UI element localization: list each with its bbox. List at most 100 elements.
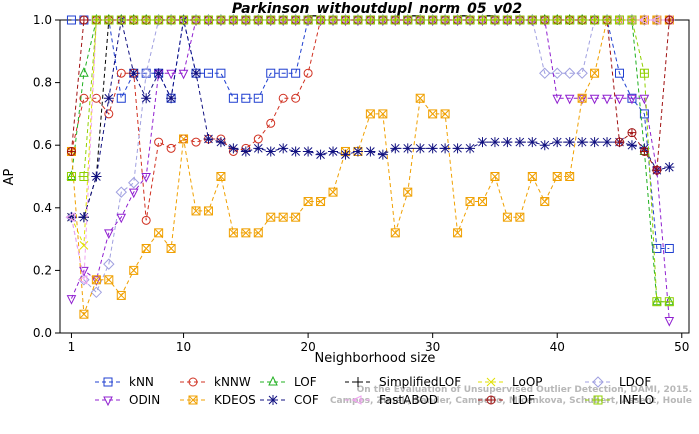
point-odin [577, 94, 587, 105]
point-cof [502, 137, 513, 148]
point-kdeos [79, 309, 89, 319]
point-inflo [291, 15, 301, 25]
x-tick-label: 40 [550, 340, 565, 354]
point-odin [589, 94, 600, 105]
point-knnw [278, 93, 288, 103]
series-line-loop [70, 19, 670, 246]
point-cof [240, 146, 251, 157]
marker-part [490, 172, 500, 181]
point-kdeos [415, 93, 425, 103]
point-cof [153, 68, 164, 79]
point-inflo [104, 15, 114, 25]
legend-label: SimplifiedLOF [379, 375, 461, 389]
legend-marker [188, 395, 198, 405]
marker-part [117, 16, 126, 24]
point-inflo [353, 15, 363, 25]
marker-part [253, 228, 263, 238]
marker-part [188, 395, 198, 405]
point-inflo [453, 15, 463, 25]
legend-item-ldof: LDOF [585, 375, 651, 389]
point-ldof [90, 286, 103, 299]
y-tick-label: 1.0 [33, 13, 52, 27]
marker-part [216, 172, 226, 181]
point-ldf [652, 165, 662, 175]
legend-label: LoOP [512, 375, 543, 389]
point-knn [266, 68, 276, 78]
point-cof [390, 143, 401, 154]
marker-part [328, 187, 338, 197]
point-ldof [128, 177, 140, 189]
marker-part [316, 197, 326, 207]
point-inflo [228, 15, 238, 25]
marker-part [378, 16, 387, 24]
marker-part [502, 212, 512, 222]
y-axis: 0.0 0.2 0.4 0.6 0.8 1.0 [33, 13, 60, 340]
point-cof [228, 143, 239, 154]
point-inflo [465, 15, 475, 25]
point-cof [552, 137, 563, 148]
point-kdeos [216, 172, 226, 181]
marker-part [403, 187, 413, 197]
point-knn [228, 93, 238, 103]
point-cof [265, 146, 276, 157]
point-inflo [664, 297, 674, 307]
point-loop [79, 241, 89, 250]
marker-part [67, 172, 76, 181]
marker-part [179, 134, 189, 144]
marker-part [465, 197, 475, 206]
marker-part [428, 109, 438, 119]
point-inflo [428, 15, 438, 25]
series-line-cof [71, 19, 670, 218]
point-kdeos [191, 206, 201, 216]
marker-part [92, 275, 101, 285]
marker-part [253, 228, 263, 238]
marker-part [552, 172, 562, 181]
point-inflo [490, 15, 500, 25]
marker-part [615, 138, 624, 147]
legend-item-odin: ODIN [95, 393, 160, 407]
series-loop [67, 15, 674, 250]
point-cof [602, 137, 613, 148]
point-knn [116, 93, 126, 103]
legend-item-loop: LoOP [478, 375, 543, 389]
marker-part [129, 265, 139, 275]
marker-part [179, 134, 188, 144]
legend-marker [268, 375, 278, 386]
point-cof [128, 68, 139, 79]
point-cof [477, 137, 488, 148]
point-odin [614, 94, 625, 105]
legend-marker [268, 395, 278, 405]
marker-part [615, 16, 624, 24]
legend-item-simplifiedlof: SimplifiedLOF [345, 375, 461, 389]
marker-part [378, 109, 388, 119]
marker-part [627, 128, 636, 137]
marker-part [652, 297, 661, 306]
marker-part [366, 109, 375, 119]
marker-part [341, 16, 350, 24]
marker-part [415, 93, 425, 103]
point-cof [465, 143, 476, 154]
point-inflo [340, 15, 350, 25]
point-ldf [664, 15, 674, 25]
marker-part [303, 197, 313, 206]
marker-part [391, 16, 400, 24]
x-tick-label: 10 [176, 340, 191, 354]
point-kdeos [129, 265, 139, 275]
marker-part [403, 187, 413, 197]
marker-part [540, 197, 550, 206]
point-ldof [539, 67, 551, 79]
marker-part [553, 16, 562, 24]
series-inflo [66, 15, 674, 307]
marker-part [490, 16, 499, 24]
marker-part [441, 16, 450, 24]
series-simplifiedlof [66, 15, 675, 223]
marker-part [503, 212, 512, 222]
marker-part [266, 212, 276, 222]
point-odin [166, 69, 176, 80]
legend-marker [486, 377, 496, 387]
point-inflo [440, 15, 450, 25]
x-tick-label: 30 [425, 340, 440, 354]
marker-part [416, 16, 425, 24]
point-cof [315, 149, 326, 160]
marker-part [565, 172, 575, 181]
